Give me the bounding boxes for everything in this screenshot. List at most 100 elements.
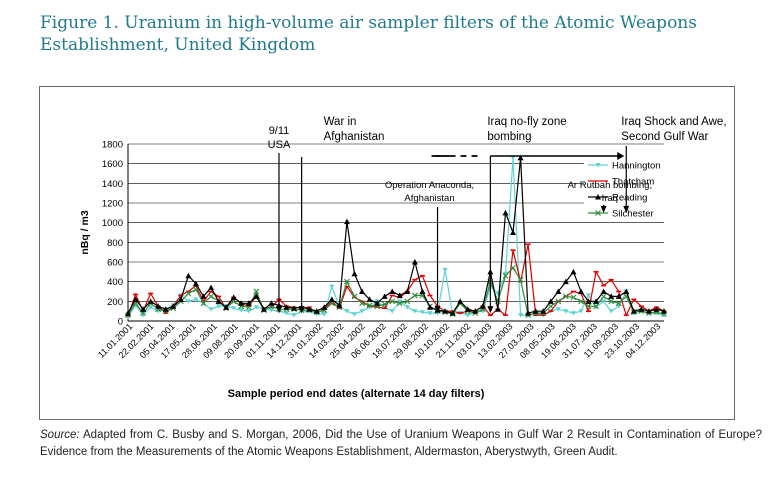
data-point-reading xyxy=(570,268,577,275)
data-point-reading xyxy=(185,272,192,279)
data-point-hannington xyxy=(389,309,395,314)
data-point-silchester xyxy=(344,278,350,285)
data-point-reading xyxy=(132,296,139,302)
data-point-hannington xyxy=(148,305,154,310)
data-point-reading xyxy=(268,300,275,306)
data-point-silchester xyxy=(562,293,569,300)
arrow-9-11-head xyxy=(275,306,282,314)
legend-label-thatcham: Thatcham xyxy=(612,177,654,188)
data-point-reading xyxy=(426,304,433,310)
chart-frame: 0 200 400 600 800 1000 1200 1400 1600 1800 nBq / m… xyxy=(39,86,735,420)
data-point-reading xyxy=(525,310,532,316)
figure-source: Source: Adapted from C. Busby and S. Mor… xyxy=(40,427,762,461)
series-line-reading xyxy=(127,157,665,314)
annotation-9-11: 9/11 xyxy=(269,125,290,137)
data-point-reading xyxy=(442,308,449,314)
data-point-hannington xyxy=(570,311,576,316)
y-tick-label-200: 200 xyxy=(107,297,123,308)
arrow-shock-awe-head xyxy=(623,205,630,213)
data-point-silchester xyxy=(593,303,599,310)
data-point-reading xyxy=(140,306,147,312)
data-point-reading xyxy=(419,288,426,294)
data-point-reading xyxy=(600,288,607,294)
data-point-silchester xyxy=(185,290,192,297)
data-point-silchester xyxy=(193,286,199,293)
data-point-hannington xyxy=(344,309,350,314)
data-point-silchester xyxy=(570,294,577,301)
data-point-hannington xyxy=(246,309,252,314)
arrow-no-fly-head xyxy=(487,306,494,314)
data-point-hannington xyxy=(238,308,244,313)
data-point-silchester xyxy=(253,288,260,295)
data-point-silchester xyxy=(615,300,622,307)
data-point-silchester xyxy=(555,298,562,305)
data-point-reading xyxy=(645,308,652,314)
data-point-hannington xyxy=(291,313,297,318)
y-tick-label-1400: 1400 xyxy=(102,179,123,190)
data-point-reading xyxy=(389,288,396,294)
data-point-reading xyxy=(630,308,637,314)
annotation-second-gulf-war: Second Gulf War xyxy=(621,131,708,143)
data-point-reading xyxy=(223,304,230,310)
data-point-hannington xyxy=(510,155,516,161)
data-point-hannington xyxy=(321,312,327,317)
data-point-reading xyxy=(608,293,615,299)
data-point-reading xyxy=(336,302,343,308)
data-point-reading xyxy=(540,308,547,314)
data-point-hannington xyxy=(231,306,237,311)
data-point-reading xyxy=(253,293,260,299)
data-point-reading xyxy=(238,300,245,306)
data-point-silchester xyxy=(389,298,396,305)
data-point-silchester xyxy=(366,302,373,309)
data-point-reading xyxy=(653,306,660,312)
data-point-hannington xyxy=(427,311,433,316)
annotation-afghanistan: Afghanistan xyxy=(324,131,385,143)
data-point-reading xyxy=(510,229,517,235)
data-point-reading xyxy=(200,293,207,299)
data-point-reading xyxy=(464,306,471,312)
data-point-hannington xyxy=(608,309,614,314)
legend-label-hannington: Hannington xyxy=(612,161,661,172)
data-point-reading xyxy=(374,300,381,306)
legend-marker xyxy=(595,210,601,216)
data-point-hannington xyxy=(351,312,357,317)
timeline-arrow-head xyxy=(617,152,625,160)
y-tick-label-1000: 1000 xyxy=(102,218,123,229)
legend-marker xyxy=(595,194,601,200)
data-point-hannington xyxy=(208,307,214,312)
data-point-hannington xyxy=(412,309,418,314)
data-point-silchester xyxy=(600,293,607,300)
data-point-reading xyxy=(170,303,177,309)
x-axis-title: Sample period end dates (alternate 14 da… xyxy=(228,388,485,400)
annotation-iraq: Iraq xyxy=(602,193,618,204)
data-point-hannington xyxy=(578,309,584,314)
data-point-hannington xyxy=(404,305,410,310)
data-point-reading xyxy=(306,306,313,312)
data-point-silchester xyxy=(351,293,358,300)
legend-bg xyxy=(584,173,664,188)
data-point-silchester xyxy=(585,303,592,310)
legend-label-reading: Reading xyxy=(612,193,647,204)
data-point-hannington xyxy=(216,304,222,309)
data-point-reading xyxy=(283,304,290,310)
annotation-anaconda-2: Afghanistan xyxy=(404,193,454,204)
y-axis-label: nBq / m3 xyxy=(79,210,91,254)
data-point-silchester xyxy=(547,303,554,310)
legend-marker xyxy=(595,163,601,168)
data-point-reading xyxy=(343,218,350,225)
annotation-war-in: War in xyxy=(324,116,357,128)
data-point-reading xyxy=(359,288,366,294)
data-point-silchester xyxy=(517,276,524,283)
data-point-reading xyxy=(479,303,486,309)
data-point-hannington xyxy=(601,299,607,304)
data-point-reading xyxy=(661,308,667,314)
legend-bg xyxy=(584,189,664,204)
data-point-silchester xyxy=(404,298,411,305)
y-tick-label-1200: 1200 xyxy=(102,199,123,210)
data-point-reading xyxy=(404,288,411,294)
data-point-reading xyxy=(351,270,358,277)
data-point-reading xyxy=(321,304,328,310)
data-point-reading xyxy=(411,259,418,265)
data-point-hannington xyxy=(419,310,425,315)
data-point-silchester xyxy=(208,293,214,300)
